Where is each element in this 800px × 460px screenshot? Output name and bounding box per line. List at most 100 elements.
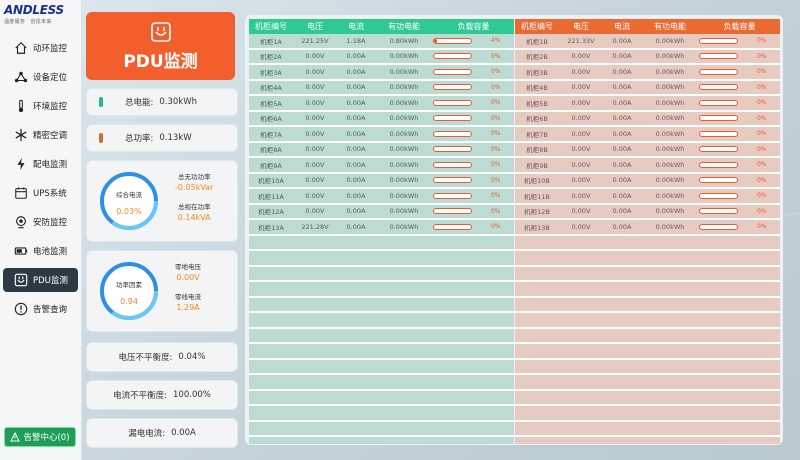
cabinet-energy: 0.00kWh	[389, 160, 419, 169]
neutral-ground-voltage-label: 零地电压	[175, 263, 201, 271]
load-percent: 0%	[490, 114, 501, 122]
alert-icon	[13, 301, 29, 317]
reactive-power-value: -0.05kVar	[175, 183, 214, 192]
cabinet-id: 机柜12A	[258, 208, 284, 217]
sidebar-item-5[interactable]: UPS系统	[3, 181, 78, 205]
total-energy-label: 总电能:	[125, 98, 154, 108]
sidebar-item-3[interactable]: 精密空调	[3, 123, 78, 147]
sidebar-item-label: 告警查询	[33, 305, 68, 315]
table-row: 机柜8B 0.00V 0.00A 0.00kWh 0%	[515, 143, 780, 158]
total-power-value: 0.13kW	[159, 133, 192, 143]
cabinet-current: 0.00A	[346, 98, 366, 107]
apparent-power-value: 0.14kVA	[177, 213, 211, 222]
sidebar-item-1[interactable]: 设备定位	[3, 65, 78, 89]
cabinet-load: 0%	[433, 161, 514, 168]
power-marker	[99, 133, 103, 143]
cabinet-load: 0%	[699, 53, 780, 60]
cabinet-current: 0.00A	[612, 83, 632, 92]
sidebar-item-7[interactable]: 电池监测	[3, 239, 78, 263]
pdu-table-a: 机柜编号 电压 电流 有功电能 负载容量 机柜1A 221.25V 1.18A 0.8…	[249, 19, 514, 444]
leakage-current-value: 0.00A	[171, 428, 196, 438]
table-row: 机柜8A 0.00V 0.00A 0.00kWh 0%	[249, 143, 514, 158]
cabinet-current: 0.00A	[346, 160, 366, 169]
total-power-label: 总功率:	[125, 134, 154, 144]
cabinet-load: 0%	[433, 223, 514, 230]
cabinet-energy: 0.00kWh	[389, 129, 419, 138]
load-bar	[699, 99, 738, 106]
sidebar-item-0[interactable]: 动环监控	[3, 36, 78, 60]
cabinet-energy: 0.00kWh	[655, 207, 685, 216]
sidebar-item-2[interactable]: 环境监控	[3, 94, 78, 118]
sidebar-item-4[interactable]: 配电监测	[3, 152, 78, 176]
cabinet-current: 0.00A	[612, 52, 632, 61]
cabinet-voltage: 0.00V	[305, 67, 325, 76]
table-row	[249, 344, 514, 360]
table-row: 机柜9B 0.00V 0.00A 0.00kWh 0%	[515, 158, 780, 174]
sidebar-item-8[interactable]: PDU监测	[3, 268, 78, 292]
cabinet-load: 4%	[433, 37, 514, 44]
cabinet-energy: 0.00kWh	[389, 98, 419, 107]
table-row	[249, 406, 514, 422]
load-percent: 0%	[756, 192, 767, 200]
pdu-title-card: PDU监测	[86, 12, 235, 80]
alarm-center-button[interactable]: 告警中心(0)	[4, 427, 76, 447]
load-bar	[699, 115, 738, 122]
current-gauge-label: 综合电流	[116, 191, 142, 199]
load-percent: 0%	[756, 37, 767, 45]
cabinet-load: 0%	[699, 192, 780, 199]
cabinet-voltage: 0.00V	[305, 98, 325, 107]
cabinet-current: 0.00A	[346, 52, 366, 61]
sidebar-item-9[interactable]: 告警查询	[3, 297, 78, 321]
current-gauge: 综合电流 0.03%	[97, 169, 161, 233]
table-row	[515, 360, 780, 375]
sidebar-item-6[interactable]: 安防监控	[3, 210, 78, 234]
plug-icon	[13, 272, 29, 288]
cabinet-id: 机柜9A	[260, 161, 282, 170]
load-percent: 0%	[490, 223, 501, 231]
current-gauge-value: 0.03%	[116, 207, 142, 216]
cabinet-voltage: 0.00V	[571, 207, 591, 216]
load-bar	[699, 146, 738, 153]
cabinet-energy: 0.00kWh	[389, 222, 419, 231]
table-row	[249, 329, 514, 344]
cabinet-energy: 0.00kWh	[389, 145, 419, 154]
load-percent: 0%	[756, 161, 767, 169]
cabinet-voltage: 0.00V	[571, 222, 591, 231]
cabinet-id: 机柜13B	[524, 223, 550, 232]
load-bar	[433, 53, 472, 60]
cabinet-voltage: 0.00V	[305, 83, 325, 92]
cabinet-id: 机柜5B	[526, 99, 548, 108]
cabinet-load: 0%	[699, 130, 780, 137]
cabinet-current: 0.00A	[346, 145, 366, 154]
cabinet-voltage: 0.00V	[571, 67, 591, 76]
table-row	[515, 329, 780, 344]
table-row	[515, 282, 780, 298]
cabinet-voltage: 0.00V	[305, 160, 325, 169]
cabinet-load: 0%	[699, 208, 780, 215]
leakage-current-label: 漏电电流:	[128, 429, 166, 439]
cabinet-id: 机柜2B	[526, 53, 548, 62]
cabinet-id: 机柜4A	[260, 84, 282, 93]
load-bar	[433, 146, 472, 153]
table-row: 机柜13A 221.28V 0.00A 0.00kWh 0%	[249, 220, 514, 236]
load-percent: 0%	[756, 207, 767, 215]
cabinet-id: 机柜6A	[260, 115, 282, 124]
load-bar	[433, 161, 472, 168]
cabinet-current: 0.00A	[612, 129, 632, 138]
load-bar	[699, 130, 738, 137]
load-bar	[433, 177, 472, 184]
cabinet-energy: 0.00kWh	[389, 207, 419, 216]
table-row: 机柜7B 0.00V 0.00A 0.00kWh 0%	[515, 127, 780, 143]
cabinet-current: 0.00A	[346, 222, 366, 231]
table-row: 机柜13B 0.00V 0.00A 0.00kWh 0%	[515, 220, 780, 236]
cabinet-id: 机柜10A	[258, 177, 284, 186]
network-icon	[13, 69, 29, 85]
cabinet-current: 0.00A	[612, 222, 632, 231]
col-header-load: 负载容量	[723, 22, 756, 31]
cabinet-current: 0.00A	[346, 83, 366, 92]
cabinet-voltage: 0.00V	[571, 191, 591, 200]
cabinet-load: 0%	[699, 84, 780, 91]
table-row: 机柜5B 0.00V 0.00A 0.00kWh 0%	[515, 96, 780, 112]
table-row	[249, 422, 514, 437]
table-b-header: 机柜编号 电压 电流 有功电能 负载容量	[515, 19, 780, 34]
